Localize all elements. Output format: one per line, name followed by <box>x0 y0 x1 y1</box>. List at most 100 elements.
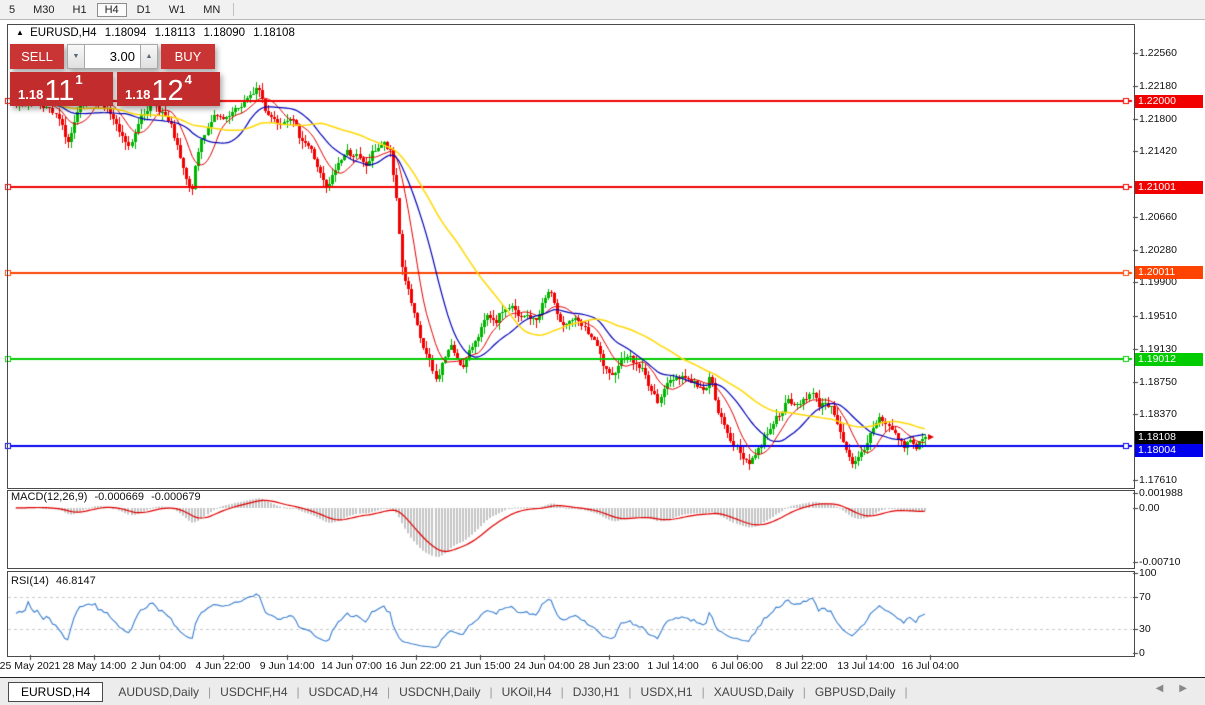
sell-price-prefix: 1.18 <box>18 87 44 102</box>
rsi-scale-label: 70 <box>1139 591 1151 603</box>
tab-separator: | <box>560 684 564 699</box>
price-tick-label: 1.18750 <box>1139 375 1177 388</box>
tab-separator: | <box>387 684 391 699</box>
price-tick-label: 1.21420 <box>1139 145 1177 158</box>
rsi-scale-label: 30 <box>1139 623 1151 635</box>
level-price-label: 1.21001 <box>1135 180 1203 194</box>
price-tick-label: 1.18370 <box>1139 408 1177 421</box>
quote-low: 1.18090 <box>203 27 246 39</box>
buy-button[interactable]: BUY <box>161 44 215 69</box>
rsi-indicator-label: RSI(14) 46.8147 <box>11 575 100 587</box>
tab-separator: | <box>904 684 908 699</box>
tab-separator: | <box>489 684 493 699</box>
price-tick-label: 1.19900 <box>1139 276 1177 289</box>
buy-price-prefix: 1.18 <box>125 87 151 102</box>
macd-scale-label: 0.001988 <box>1139 486 1183 499</box>
chart-symbol: EURUSD,H4 <box>30 27 97 39</box>
time-tick-label: 4 Jun 22:00 <box>195 660 251 672</box>
one-click-trading-panel: SELL ▼ 3.00 ▲ BUY 1.18 11 1 1.18 12 4 <box>10 44 224 106</box>
time-tick-label: 1 Jul 14:00 <box>647 660 699 672</box>
tab-separator: | <box>628 684 632 699</box>
tab-usdcnh-daily[interactable]: USDCNH,Daily <box>399 684 481 699</box>
tab-gbpusd-daily[interactable]: GBPUSD,Daily <box>814 684 896 699</box>
volume-increase-button[interactable]: ▲ <box>140 44 158 69</box>
sell-price-display[interactable]: 1.18 11 1 <box>10 72 113 106</box>
price-tick-label: 1.17610 <box>1139 473 1177 486</box>
macd-name: MACD(12,26,9) <box>11 491 88 503</box>
tab-usdcad-h4[interactable]: USDCAD,H4 <box>308 684 378 699</box>
level-price-label: 1.18108 <box>1135 430 1203 444</box>
tab-separator: | <box>701 684 705 699</box>
time-tick-label: 13 Jul 14:00 <box>837 660 895 672</box>
time-axis[interactable]: 25 May 2021 28 May 14:00 2 Jun 04:00 4 Jun … <box>0 655 1133 677</box>
price-tick-label: 1.19130 <box>1139 342 1177 355</box>
macd-panel[interactable] <box>7 490 1135 569</box>
time-tick-label: 9 Jun 14:00 <box>259 660 315 672</box>
time-tick-label: 2 Jun 04:00 <box>131 660 187 672</box>
level-price-label: 1.19012 <box>1135 352 1203 366</box>
volume-stepper: ▼ 3.00 ▲ <box>67 44 158 69</box>
level-price-label: 1.22000 <box>1135 94 1203 108</box>
rsi-scale-label: 100 <box>1139 567 1157 579</box>
time-tick-label: 16 Jul 04:00 <box>901 660 959 672</box>
collapse-icon: ▲ <box>16 28 24 37</box>
quote-high: 1.18113 <box>154 27 196 39</box>
macd-scale-label: -0.00710 <box>1139 555 1181 568</box>
tab-xauusd-daily[interactable]: XAUUSD,Daily <box>713 684 794 699</box>
price-axis[interactable]: 1.22560 1.22180 1.21800 1.21420 1.20660 1.202… <box>1134 24 1205 659</box>
tab-separator: | <box>208 684 212 699</box>
price-tick-label: 1.20280 <box>1139 243 1177 256</box>
tab-scroll-left-icon[interactable]: ◀ <box>1155 683 1164 694</box>
buy-price-big: 12 <box>151 75 184 107</box>
rsi-scale-label: 0 <box>1139 647 1145 659</box>
macd-value-signal: -0.000679 <box>151 491 201 503</box>
quote-close: 1.18108 <box>253 27 295 39</box>
tabbar-divider <box>0 677 1205 678</box>
chart-tabbar: EURUSD,H4 AUDUSD,Daily | USDCHF,H4 | USDCAD,H… <box>0 678 1205 705</box>
price-tick-label: 1.22180 <box>1139 79 1177 92</box>
price-tick-label: 1.20660 <box>1139 210 1177 223</box>
chart-title: ▲ EURUSD,H4 1.18094 1.18113 1.18090 1.18… <box>16 27 300 39</box>
price-tick-label: 1.21800 <box>1139 112 1177 125</box>
time-tick-label: 8 Jul 22:00 <box>775 660 828 672</box>
tab-dj30-h1[interactable]: DJ30,H1 <box>572 684 620 699</box>
level-price-label: 1.20011 <box>1135 266 1203 280</box>
tab-separator: | <box>802 684 806 699</box>
time-tick-label: 21 Jun 15:00 <box>449 660 511 672</box>
macd-value-main: -0.000669 <box>94 491 145 503</box>
sell-button[interactable]: SELL <box>10 44 64 69</box>
time-tick-label: 16 Jun 22:00 <box>385 660 447 672</box>
tab-usdchf-h4[interactable]: USDCHF,H4 <box>220 684 288 699</box>
macd-scale-label: 0.00 <box>1139 502 1160 514</box>
price-tick-label: 1.19510 <box>1139 310 1177 323</box>
time-tick-label: 14 Jun 07:00 <box>321 660 382 672</box>
sell-price-pip: 1 <box>75 72 83 87</box>
price-tick-label: 1.22560 <box>1139 47 1177 59</box>
time-tick-label: 28 Jun 23:00 <box>578 660 640 672</box>
sell-price-big: 11 <box>44 75 75 107</box>
quote-open: 1.18094 <box>104 27 147 39</box>
tab-scroll-right-icon[interactable]: ▶ <box>1179 683 1187 694</box>
tab-usdx-h1[interactable]: USDX,H1 <box>640 684 693 699</box>
level-price-label: 1.18004 <box>1135 443 1203 457</box>
tab-scroll-nav: ◀ ▶ <box>1156 683 1187 694</box>
macd-indicator-label: MACD(12,26,9) -0.000669 -0.000679 <box>11 491 205 503</box>
triangle-up-icon: ▲ <box>145 53 153 60</box>
volume-decrease-button[interactable]: ▼ <box>67 44 85 69</box>
time-tick-label: 28 May 14:00 <box>62 660 127 672</box>
tab-separator: | <box>296 684 300 699</box>
triangle-down-icon: ▼ <box>72 53 80 60</box>
tab-ukoil-h4[interactable]: UKOil,H4 <box>501 684 552 699</box>
volume-input[interactable]: 3.00 <box>85 44 140 69</box>
time-tick-label: 24 Jun 04:00 <box>514 660 575 672</box>
rsi-panel[interactable] <box>7 571 1135 657</box>
main-chart-panel[interactable] <box>7 24 1135 489</box>
time-tick-label: 25 May 2021 <box>0 660 61 672</box>
buy-price-pip: 4 <box>184 72 192 87</box>
rsi-value: 46.8147 <box>55 575 96 587</box>
tab-eurusd-h4[interactable]: EURUSD,H4 <box>8 681 104 702</box>
buy-price-display[interactable]: 1.18 12 4 <box>117 72 220 106</box>
tab-audusd-daily[interactable]: AUDUSD,Daily <box>118 684 200 699</box>
